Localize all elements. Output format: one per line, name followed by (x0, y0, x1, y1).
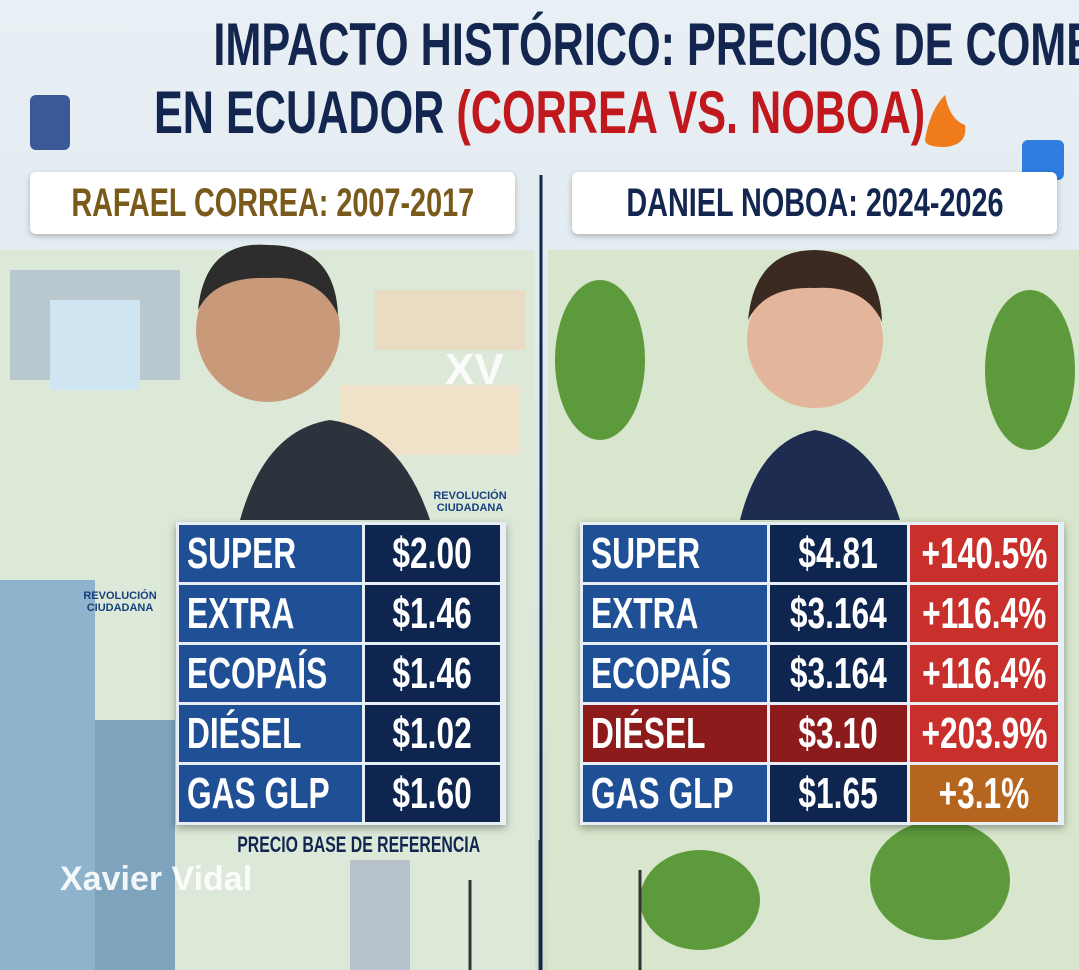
right-heading: DANIEL NOBOA: 2024-2026 (572, 172, 1057, 234)
cell-text: $3.164 (790, 648, 887, 698)
table-cell: DIÉSEL (583, 705, 767, 762)
cell-text: $3.10 (798, 708, 879, 758)
cell-text: $2.00 (392, 528, 473, 578)
table-cell: EXTRA (583, 585, 767, 642)
title-line: EN ECUADOR (CORREA VS. NOBOA) (0, 78, 1079, 147)
cell-text: +116.4% (921, 588, 1047, 638)
watermark: XV (445, 345, 504, 394)
table-cell: $1.46 (365, 585, 500, 642)
right-table: SUPER $4.81 +140.5% EXTRA $3.164 +116.4% ECOPA… (580, 522, 1064, 825)
cell-text: +140.5% (921, 528, 1047, 578)
note-text: PRECIO BASE DE REFERENCIA (237, 832, 481, 857)
table-cell: +203.9% (910, 705, 1058, 762)
table-cell: $1.02 (365, 705, 500, 762)
title-highlight: (CORREA VS. NOBOA) (456, 79, 926, 146)
cell-text: DIÉSEL (591, 708, 706, 758)
table-cell: ECOPAÍS (583, 645, 767, 702)
cell-text: $3.164 (790, 588, 887, 638)
cell-text: $1.65 (798, 768, 879, 818)
table-cell: SUPER (179, 525, 362, 582)
cell-text: DIÉSEL (187, 708, 302, 758)
cell-text: GAS GLP (187, 768, 330, 818)
table-cell: $1.46 (365, 645, 500, 702)
title-text: IMPACTO HISTÓRICO: PRECIOS DE COMBUSTIBL… (213, 11, 1079, 78)
party-logo: REVOLUCIÓN CIUDADANA (433, 490, 507, 514)
left-table: SUPER $2.00 EXTRA $1.46 ECOPAÍS $1.46 DIÉSEL $1… (176, 522, 506, 825)
table-cell: $1.65 (770, 765, 907, 822)
cell-text: EXTRA (591, 588, 699, 638)
table-cell: +140.5% (910, 525, 1058, 582)
title-text: EN ECUADOR (153, 79, 445, 146)
heading-text: RAFAEL CORREA: 2007-2017 (71, 180, 474, 225)
table-cell: GAS GLP (179, 765, 362, 822)
watermark: Xavier Vidal (60, 860, 253, 898)
cell-text: $1.60 (392, 768, 473, 818)
cell-text: EXTRA (187, 588, 295, 638)
cell-text: +203.9% (921, 708, 1047, 758)
cell-text: $1.02 (392, 708, 473, 758)
cell-text: $1.46 (392, 648, 473, 698)
table-cell: $3.10 (770, 705, 907, 762)
table-cell: SUPER (583, 525, 767, 582)
table-cell: EXTRA (179, 585, 362, 642)
table-cell: +116.4% (910, 645, 1058, 702)
cell-text: GAS GLP (591, 768, 734, 818)
cell-text: $1.46 (392, 588, 473, 638)
cell-text: ECOPAÍS (187, 648, 328, 698)
table-cell: $1.60 (365, 765, 500, 822)
table-cell: GAS GLP (583, 765, 767, 822)
table-cell: ECOPAÍS (179, 645, 362, 702)
cell-text: SUPER (187, 528, 297, 578)
table-cell: $2.00 (365, 525, 500, 582)
cell-text: SUPER (591, 528, 701, 578)
table-cell: DIÉSEL (179, 705, 362, 762)
table-cell: $3.164 (770, 645, 907, 702)
heading-text: DANIEL NOBOA: 2024-2026 (625, 180, 1004, 225)
party-logo: REVOLUCIÓN CIUDADANA (83, 590, 157, 614)
cell-text: ECOPAÍS (591, 648, 732, 698)
title-line: IMPACTO HISTÓRICO: PRECIOS DE COMBUSTIBL… (0, 10, 1079, 79)
table-cell: +3.1% (910, 765, 1058, 822)
table-cell: $3.164 (770, 585, 907, 642)
cell-text: +116.4% (921, 648, 1047, 698)
left-heading: RAFAEL CORREA: 2007-2017 (30, 172, 515, 234)
cell-text: $4.81 (798, 528, 879, 578)
cell-text: +3.1% (938, 768, 1030, 818)
table-cell: $4.81 (770, 525, 907, 582)
table-note: PRECIO BASE DE REFERENCIA (190, 832, 510, 858)
table-cell: +116.4% (910, 585, 1058, 642)
